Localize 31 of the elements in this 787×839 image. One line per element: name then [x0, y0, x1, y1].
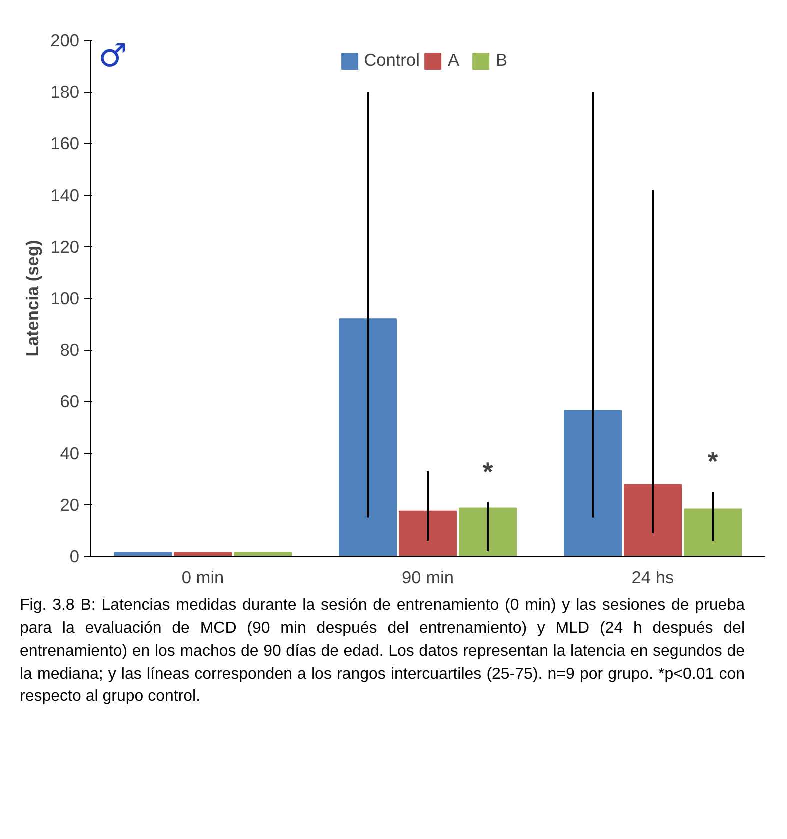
caption: Fig. 3.8 B: Latencias medidas durante la sesión de entrenamiento (0 min) y las sesiones de prueba para la evaluación de MCD (90 min después del entrenamiento) y MLD (24 h después del entrenamiento) en los machos de 90 días de edad. Los datos representan la latencia en segundos de la mediana; y las líneas corresponden a los rangos intercuartiles (25-75). n=9 por grupo. *p<0.01 con respecto al grupo control.: [20, 596, 745, 708]
x-tick-label: 90 min: [402, 568, 454, 588]
y-tick-label: 80: [60, 340, 80, 360]
y-tick-label: 200: [50, 30, 80, 50]
legend-label: B: [496, 50, 508, 71]
y-tick-label: 180: [50, 82, 80, 102]
y-axis-title: Latencia (seg): [22, 240, 43, 357]
bar: [684, 508, 742, 556]
y-tick-label: 0: [70, 546, 80, 566]
y-tick-label: 20: [60, 494, 80, 515]
annotation: *: [708, 446, 719, 477]
bar: [459, 508, 517, 556]
y-tick-label: 40: [60, 443, 80, 464]
y-tick-label: 100: [50, 288, 80, 308]
bar: [234, 552, 292, 556]
bar: [399, 510, 457, 556]
bar: [564, 410, 622, 556]
legend-label: A: [448, 50, 460, 71]
y-tick-label: 60: [60, 392, 80, 412]
annotation: *: [482, 456, 494, 487]
x-tick-label: 24 hs: [632, 568, 675, 588]
y-tick-label: 120: [50, 236, 80, 257]
bar: [174, 552, 232, 556]
x-tick-label: 0 min: [182, 568, 224, 588]
y-tick-label: 160: [50, 134, 80, 154]
legend-label: Control: [364, 50, 420, 71]
bar: [114, 552, 172, 556]
bar: [624, 484, 682, 556]
y-tick-label: 140: [50, 185, 80, 206]
annotation: ♂: [98, 36, 128, 74]
bar: [339, 318, 397, 556]
